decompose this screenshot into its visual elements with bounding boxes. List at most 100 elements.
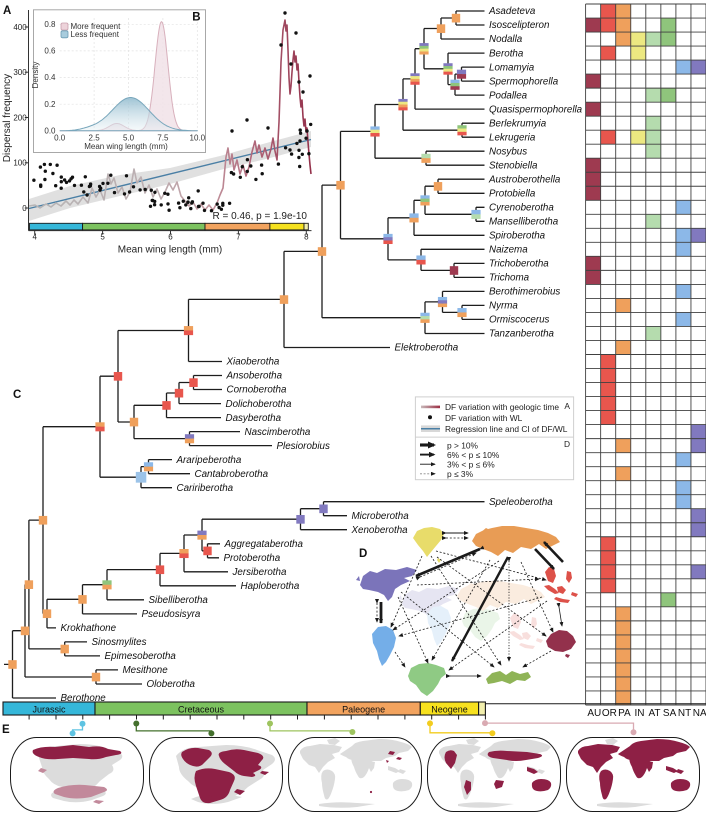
svg-text:Protoberotha: Protoberotha [224, 553, 281, 564]
svg-text:Protobiella: Protobiella [489, 189, 536, 200]
svg-text:Ormiscocerus: Ormiscocerus [489, 315, 550, 326]
svg-text:Jersiberotha: Jersiberotha [232, 567, 287, 578]
svg-text:A: A [3, 5, 11, 17]
svg-text:Krokhathone: Krokhathone [61, 623, 117, 634]
svg-text:Berothone: Berothone [61, 693, 107, 704]
svg-text:400: 400 [13, 23, 27, 32]
svg-text:Xenoberotha: Xenoberotha [351, 525, 409, 536]
svg-text:DF variation with WL: DF variation with WL [445, 413, 523, 423]
svg-text:2.5: 2.5 [89, 134, 101, 143]
svg-text:p ≤ 3%: p ≤ 3% [447, 469, 474, 479]
svg-text:Sinosmylites: Sinosmylites [92, 637, 147, 648]
svg-text:5.0: 5.0 [123, 134, 135, 143]
svg-text:200: 200 [13, 113, 27, 122]
svg-text:0.8: 0.8 [44, 20, 56, 29]
svg-text:Nosybus: Nosybus [489, 146, 527, 157]
svg-text:Nyrma: Nyrma [489, 301, 518, 312]
svg-text:NT: NT [678, 708, 691, 719]
svg-text:AT: AT [648, 708, 660, 719]
svg-text:Quasispermophorella: Quasispermophorella [489, 104, 583, 115]
svg-text:Cyrenoberotha: Cyrenoberotha [489, 203, 554, 214]
svg-text:Speleoberotha: Speleoberotha [489, 497, 553, 508]
svg-text:Trichoberotha: Trichoberotha [489, 259, 549, 270]
svg-text:0.0: 0.0 [54, 134, 66, 143]
svg-text:7: 7 [236, 233, 241, 242]
svg-text:6: 6 [168, 233, 173, 242]
svg-text:Spiroberotha: Spiroberotha [489, 231, 546, 242]
svg-text:Caririberotha: Caririberotha [177, 483, 234, 494]
svg-text:6% < p ≤ 10%: 6% < p ≤ 10% [447, 450, 500, 460]
svg-text:300: 300 [13, 68, 27, 77]
svg-text:IN: IN [635, 708, 645, 719]
svg-text:Elektroberotha: Elektroberotha [395, 343, 459, 354]
svg-text:Density: Density [31, 62, 40, 89]
svg-text:OR: OR [602, 708, 617, 719]
svg-text:Plesiorobius: Plesiorobius [277, 441, 330, 452]
svg-text:0.6: 0.6 [44, 47, 56, 56]
svg-text:Cornoberotha: Cornoberotha [227, 385, 287, 396]
svg-text:Nodalla: Nodalla [489, 34, 523, 45]
svg-text:8: 8 [304, 233, 309, 242]
svg-text:Neogene: Neogene [431, 704, 468, 714]
svg-text:Dolichoberotha: Dolichoberotha [226, 399, 292, 410]
svg-text:C: C [13, 389, 21, 401]
svg-text:Epimesoberotha: Epimesoberotha [105, 651, 177, 662]
svg-text:Microberotha: Microberotha [352, 511, 410, 522]
svg-text:10.0: 10.0 [190, 134, 206, 143]
svg-text:Trichoma: Trichoma [489, 273, 530, 284]
svg-text:Aggregataberotha: Aggregataberotha [224, 539, 304, 550]
svg-text:Austroberothella: Austroberothella [488, 174, 561, 185]
svg-text:Cretaceous: Cretaceous [178, 704, 225, 714]
svg-text:Asadeteva: Asadeteva [488, 6, 536, 17]
svg-text:Berotha: Berotha [489, 48, 524, 59]
svg-text:PA: PA [618, 708, 631, 719]
svg-text:Manselliberotha: Manselliberotha [489, 217, 559, 228]
svg-text:Nascimberotha: Nascimberotha [245, 427, 311, 438]
svg-text:Berothimerobius: Berothimerobius [489, 287, 560, 298]
svg-text:AU: AU [587, 708, 601, 719]
svg-text:7.5: 7.5 [157, 134, 169, 143]
svg-text:Berlekrumyia: Berlekrumyia [489, 118, 547, 129]
svg-text:Lomamyia: Lomamyia [489, 62, 535, 73]
svg-text:More frequent: More frequent [71, 22, 122, 31]
svg-text:Haploberotha: Haploberotha [241, 581, 300, 592]
svg-text:0.0: 0.0 [44, 126, 56, 135]
svg-text:Spermophorella: Spermophorella [489, 76, 559, 87]
svg-text:0: 0 [22, 204, 27, 213]
svg-text:Naizema: Naizema [489, 245, 528, 256]
svg-text:Pseudosisyra: Pseudosisyra [142, 609, 201, 620]
svg-text:NA: NA [693, 708, 706, 719]
svg-text:Stenobiella: Stenobiella [489, 160, 538, 171]
svg-text:Cantabroberotha: Cantabroberotha [195, 469, 269, 480]
svg-text:B: B [192, 12, 200, 24]
svg-text:p > 10%: p > 10% [447, 440, 479, 450]
svg-text:Lekrugeria: Lekrugeria [489, 132, 536, 143]
svg-text:E: E [2, 724, 10, 736]
svg-text:3% < p ≤ 6%: 3% < p ≤ 6% [447, 460, 495, 470]
svg-text:Less frequent: Less frequent [71, 30, 120, 39]
svg-text:Mesithone: Mesithone [123, 665, 169, 676]
svg-text:A: A [564, 401, 570, 411]
svg-text:100: 100 [13, 159, 27, 168]
svg-text:0.4: 0.4 [44, 73, 56, 82]
svg-text:Sibelliberotha: Sibelliberotha [149, 595, 209, 606]
svg-text:Tanzanberotha: Tanzanberotha [489, 329, 555, 340]
svg-text:D: D [359, 548, 367, 560]
svg-text:Regression line and CI of DF/W: Regression line and CI of DF/WL [445, 424, 568, 434]
svg-text:R = 0.46, p = 1.9e-10: R = 0.46, p = 1.9e-10 [212, 211, 307, 222]
svg-text:Mean wing length (mm): Mean wing length (mm) [84, 142, 168, 151]
svg-text:Ansoberotha: Ansoberotha [226, 371, 283, 382]
svg-text:D: D [564, 439, 570, 449]
svg-text:0.2: 0.2 [44, 100, 56, 109]
svg-text:Xiaoberotha: Xiaoberotha [226, 357, 280, 368]
svg-text:Oloberotha: Oloberotha [147, 679, 196, 690]
svg-text:SA: SA [663, 708, 677, 719]
svg-text:Mean wing length (mm): Mean wing length (mm) [118, 245, 222, 256]
svg-text:Dasyberotha: Dasyberotha [226, 413, 282, 424]
svg-text:Araripeberotha: Araripeberotha [176, 455, 242, 466]
svg-text:Jurassic: Jurassic [32, 704, 66, 714]
svg-text:5: 5 [100, 233, 105, 242]
svg-text:Podallea: Podallea [489, 90, 528, 101]
svg-text:4: 4 [32, 233, 37, 242]
svg-text:Isoscelipteron: Isoscelipteron [489, 20, 549, 31]
